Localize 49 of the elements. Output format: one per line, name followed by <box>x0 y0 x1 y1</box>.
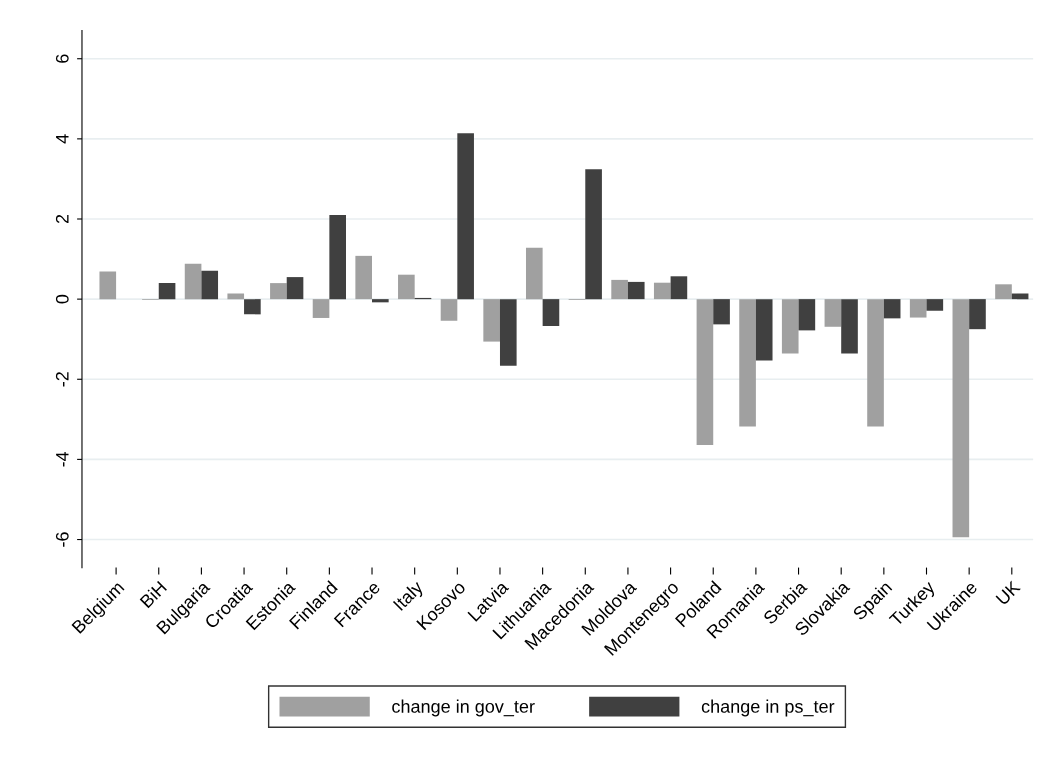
bar <box>227 293 245 300</box>
y-tick-label: 4 <box>56 134 69 144</box>
bar <box>184 263 202 300</box>
bar <box>499 299 517 366</box>
bar <box>696 299 714 445</box>
bar <box>244 299 261 315</box>
bar <box>952 299 970 538</box>
bar <box>883 299 901 319</box>
y-tick-label: 2 <box>55 214 69 224</box>
bar <box>440 299 458 321</box>
bar <box>312 299 330 318</box>
bar <box>653 282 671 300</box>
bar <box>158 283 176 300</box>
bar <box>483 299 500 342</box>
bar <box>398 274 415 300</box>
bar <box>99 271 117 300</box>
bar <box>824 299 842 327</box>
y-tick-label: -2 <box>55 372 69 387</box>
y-tick-label: 6 <box>55 54 69 63</box>
bar <box>329 214 346 300</box>
bar <box>355 255 373 300</box>
bar <box>739 299 756 427</box>
bar <box>585 169 602 300</box>
bar <box>270 283 287 300</box>
bar <box>781 299 799 354</box>
bar <box>909 299 927 318</box>
y-tick-label: 0 <box>55 294 69 304</box>
bar <box>969 299 986 330</box>
bar <box>995 284 1012 300</box>
bar <box>755 299 773 361</box>
bar <box>670 276 688 300</box>
y-tick-label: -4 <box>56 451 69 467</box>
bar <box>798 299 816 331</box>
bar <box>713 299 730 325</box>
y-tick-label: -6 <box>55 532 69 547</box>
bar <box>867 299 884 427</box>
bar <box>841 299 858 354</box>
bar <box>372 299 389 303</box>
bar <box>201 270 219 300</box>
bar <box>457 133 474 300</box>
bar <box>286 277 304 300</box>
legend-label: change in gov_ter <box>392 699 535 717</box>
bar <box>611 279 628 300</box>
bar <box>926 299 944 311</box>
x-tick-label: UK <box>995 580 1022 606</box>
bar <box>627 281 645 300</box>
bar <box>525 247 543 300</box>
legend-label: change in ps_ter <box>701 699 835 717</box>
bar <box>542 299 560 326</box>
